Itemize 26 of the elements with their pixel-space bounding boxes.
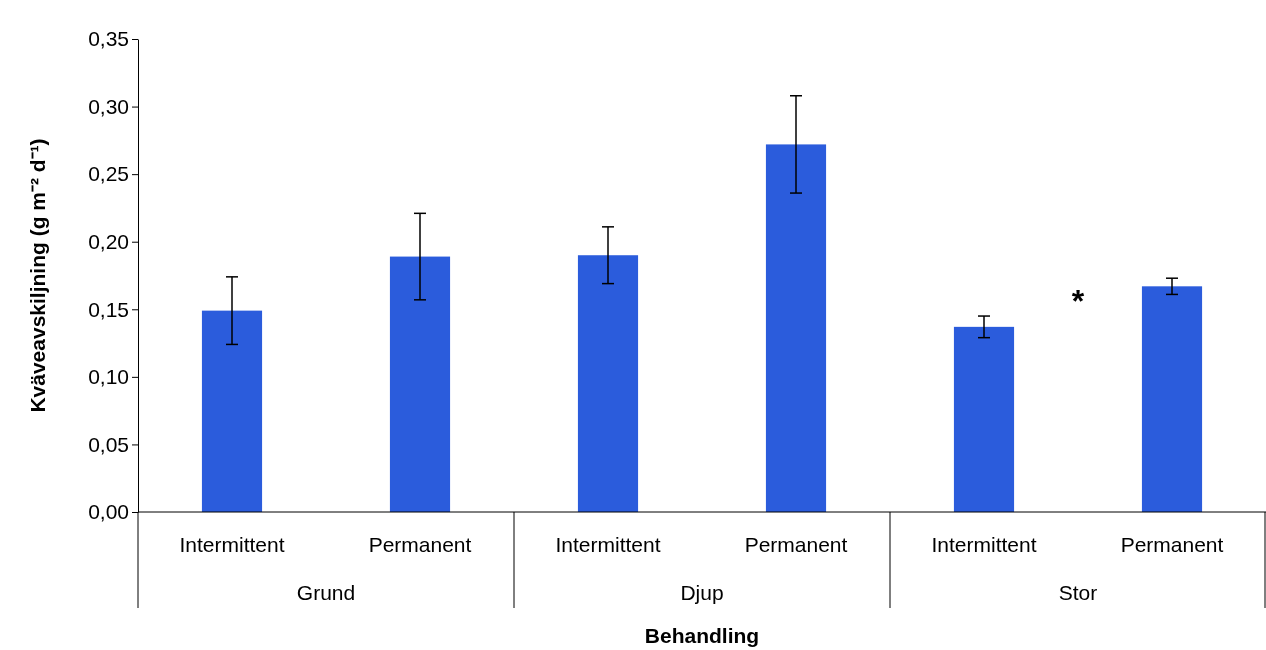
bar [765, 144, 827, 512]
bar [953, 326, 1015, 512]
y-tick-label: 0,10 [88, 365, 129, 389]
x-tick-label: Djup [680, 581, 724, 604]
y-tick-label: 0,35 [88, 27, 129, 51]
bar [201, 310, 263, 512]
text: Permanent [368, 533, 472, 556]
y-tick-label: 0,25 [88, 162, 129, 186]
series-label: Intermittent [555, 533, 661, 556]
bar [389, 256, 451, 512]
text: Intermittent [179, 533, 285, 556]
y-axis-title: Kväveavskiljning (g m⁻² d⁻¹) [26, 138, 49, 413]
y-tick-label: 0,00 [88, 500, 129, 524]
annotation: * [1071, 283, 1085, 319]
bar [577, 255, 639, 512]
x-axis-title: Behandling [644, 624, 760, 647]
text: Intermittent [931, 533, 1037, 556]
text: Permanent [1120, 533, 1224, 556]
bar [1141, 286, 1203, 512]
y-tick-label: 0,30 [88, 94, 129, 118]
x-tick-label: Grund [296, 581, 356, 604]
y-tick-label: 0,20 [88, 229, 129, 253]
y-tick-label: 0,15 [88, 297, 129, 321]
series-label: Permanent [744, 533, 848, 556]
y-tick-label: 0,05 [88, 432, 129, 456]
x-tick-label: Stor [1058, 581, 1098, 604]
